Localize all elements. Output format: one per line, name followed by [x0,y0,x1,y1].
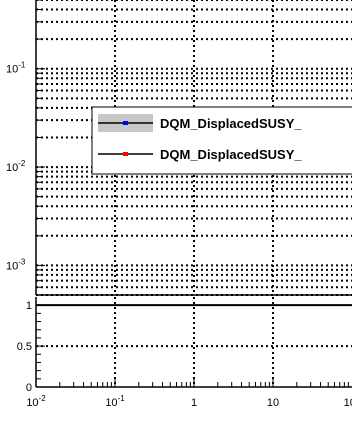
legend-label: DQM_DisplacedSUSY_ [160,116,302,131]
legend-marker [123,152,128,156]
x-tick-label: 10 [267,397,279,409]
legend-entry: DQM_DisplacedSUSY_ [98,147,302,162]
legend-marker [123,121,128,125]
legend-entry: DQM_DisplacedSUSY_ [98,114,302,132]
top-y-tick-label-exponent: -3 [18,257,26,266]
x-tick-label: 10-2 [26,394,46,409]
x-tick-label: 102 [344,394,352,409]
bottom-panel: 0 0.5 1 10-2 10-1 1 10 102 [17,297,352,409]
top-panel: 10-110-210-3DQM_DisplacedSUSY_DQM_Displa… [6,0,352,296]
bottom-y-tick-label: 1 [26,300,32,312]
x-tick-label: 1 [191,397,197,409]
top-y-tick-label-exponent: -2 [18,159,26,168]
bottom-y-tick-label: 0.5 [17,341,32,353]
x-tick-label: 10-1 [105,394,125,409]
legend: DQM_DisplacedSUSY_ DQM_DisplacedSUSY_ [91,106,352,175]
top-y-tick-label: 10-1 [6,61,26,76]
bottom-y-tick-label: 0 [26,382,32,394]
x-tick-label-exponent: -2 [39,394,47,403]
x-tick-label-exponent: -1 [118,394,126,403]
top-y-tick-label-exponent: -1 [18,61,26,70]
legend-label: DQM_DisplacedSUSY_ [160,147,302,162]
top-y-tick-label: 10-2 [6,159,26,174]
top-y-tick-label: 10-3 [6,257,26,272]
